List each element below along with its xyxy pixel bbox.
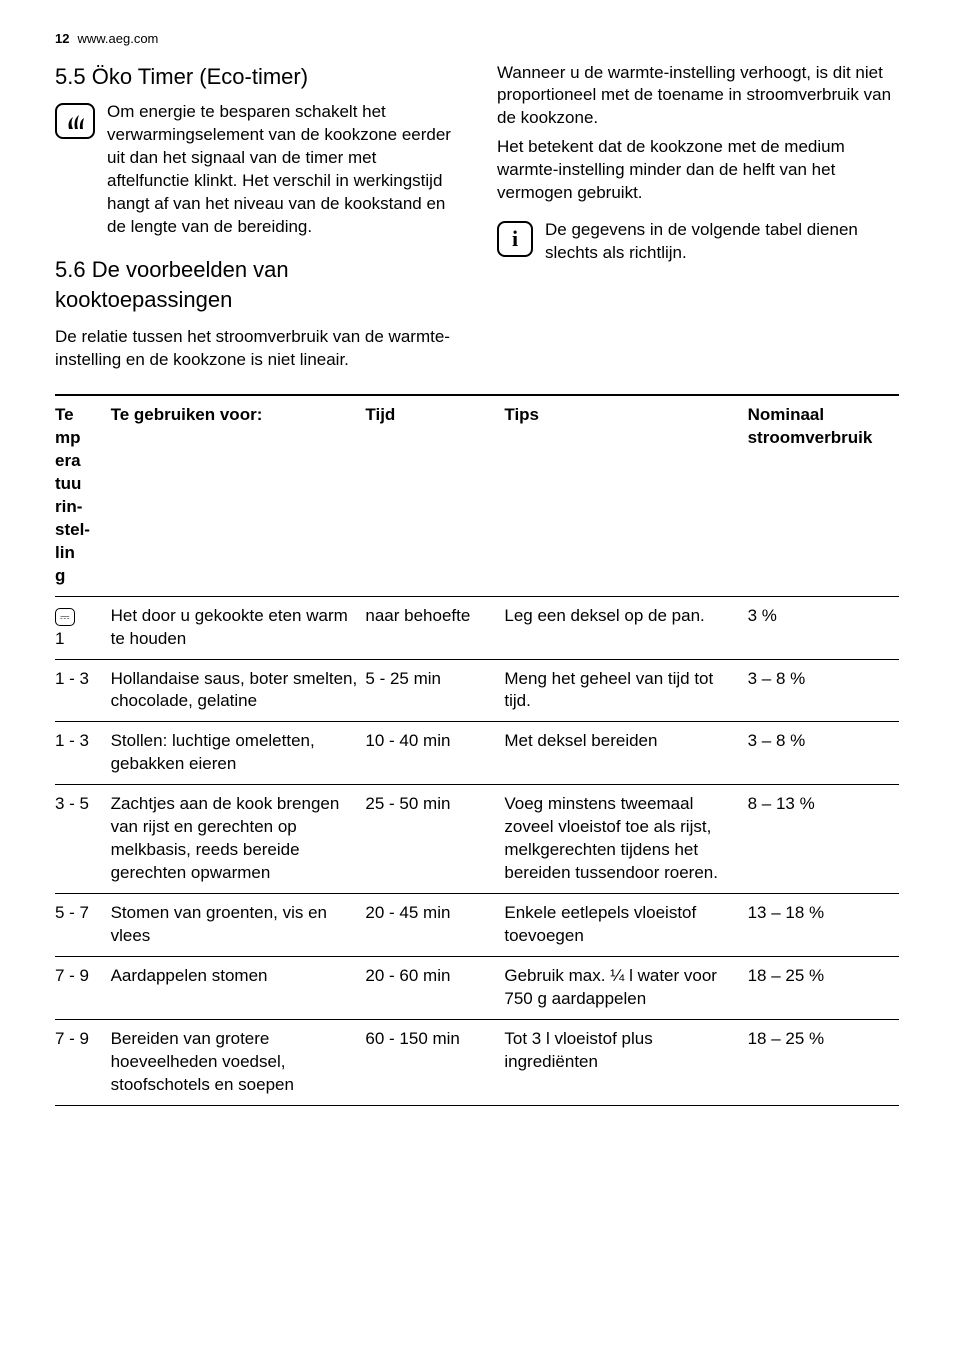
page-header: 12 www.aeg.com — [55, 30, 899, 48]
cell-temp: ⎓1 — [55, 596, 111, 659]
cell-time: 20 - 60 min — [365, 956, 504, 1019]
cell-temp: 1 - 3 — [55, 659, 111, 722]
cell-power: 3 % — [748, 596, 899, 659]
left-column: 5.5 Öko Timer (Eco-timer) Om energie te … — [55, 62, 457, 373]
temp-value: 1 - 3 — [55, 731, 89, 750]
cell-power: 13 – 18 % — [748, 894, 899, 957]
cell-temp: 7 - 9 — [55, 956, 111, 1019]
cell-power: 8 – 13 % — [748, 785, 899, 894]
cell-use: Het door u gekookte eten warm te houden — [111, 596, 366, 659]
cell-power: 18 – 25 % — [748, 1019, 899, 1105]
cell-tips: Tot 3 l vloeistof plus ingrediënten — [504, 1019, 747, 1105]
cell-temp: 7 - 9 — [55, 1019, 111, 1105]
table-row: 7 - 9 Aardappelen stomen20 - 60 minGebrui… — [55, 956, 899, 1019]
eco-icon — [55, 103, 95, 139]
col-header-power: Nominaal stroomverbruik — [748, 395, 899, 596]
cooking-applications-table: Te mp era tuu rin- stel- lin g Te gebrui… — [55, 394, 899, 1106]
section-5-6-body: De relatie tussen het stroomverbruik van… — [55, 326, 457, 372]
col-header-temp: Te mp era tuu rin- stel- lin g — [55, 395, 111, 596]
keep-warm-icon: ⎓ — [55, 608, 75, 626]
leaf-icon — [63, 111, 87, 131]
section-5-6-heading: 5.6 De voorbeelden van kooktoepassingen — [55, 255, 457, 314]
info-text: De gegevens in de volgende tabel dienen … — [545, 219, 899, 265]
section-5-5-heading: 5.5 Öko Timer (Eco-timer) — [55, 62, 457, 92]
table-row: ⎓1Het door u gekookte eten warm te houde… — [55, 596, 899, 659]
info-icon: i — [497, 221, 533, 257]
site-url: www.aeg.com — [77, 30, 158, 48]
temp-value: 1 - 3 — [55, 669, 89, 688]
cell-tips: Gebruik max. ¼ l water voor 750 g aardap… — [504, 956, 747, 1019]
cell-power: 3 – 8 % — [748, 722, 899, 785]
table-row: 1 - 3 Hollandaise saus, boter smelten, ch… — [55, 659, 899, 722]
cell-temp: 3 - 5 — [55, 785, 111, 894]
info-block: i De gegevens in de volgende tabel diene… — [497, 219, 899, 265]
eco-timer-text: Om energie te besparen schakelt het verw… — [107, 101, 457, 239]
cell-time: 60 - 150 min — [365, 1019, 504, 1105]
cell-power: 3 – 8 % — [748, 659, 899, 722]
right-column: Wanneer u de warmte-instelling verhoogt,… — [497, 62, 899, 373]
cooking-table: Te mp era tuu rin- stel- lin g Te gebrui… — [55, 394, 899, 1106]
cell-temp: 5 - 7 — [55, 894, 111, 957]
table-body: ⎓1Het door u gekookte eten warm te houde… — [55, 596, 899, 1105]
eco-timer-block: Om energie te besparen schakelt het verw… — [55, 101, 457, 239]
cell-time: 20 - 45 min — [365, 894, 504, 957]
cell-tips: Met deksel bereiden — [504, 722, 747, 785]
section-number: 5.5 — [55, 64, 86, 89]
temp-value: 7 - 9 — [55, 1029, 89, 1048]
cell-tips: Leg een deksel op de pan. — [504, 596, 747, 659]
info-glyph: i — [512, 224, 518, 254]
cell-use: Stollen: luchtige omeletten, gebakken ei… — [111, 722, 366, 785]
cell-use: Zachtjes aan de kook brengen van rijst e… — [111, 785, 366, 894]
table-header-row: Te mp era tuu rin- stel- lin g Te gebrui… — [55, 395, 899, 596]
cell-power: 18 – 25 % — [748, 956, 899, 1019]
cell-time: 25 - 50 min — [365, 785, 504, 894]
temp-value: 3 - 5 — [55, 794, 89, 813]
cell-time: 10 - 40 min — [365, 722, 504, 785]
cell-tips: Meng het geheel van tijd tot tijd. — [504, 659, 747, 722]
table-row: 7 - 9 Bereiden van grotere hoeveelheden v… — [55, 1019, 899, 1105]
table-row: 3 - 5 Zachtjes aan de kook brengen van ri… — [55, 785, 899, 894]
temp-value: 7 - 9 — [55, 966, 89, 985]
cell-time: naar behoefte — [365, 596, 504, 659]
cell-use: Aardappelen stomen — [111, 956, 366, 1019]
col-header-tips: Tips — [504, 395, 747, 596]
cell-time: 5 - 25 min — [365, 659, 504, 722]
cell-use: Bereiden van grotere hoeveelheden voedse… — [111, 1019, 366, 1105]
section-number: 5.6 — [55, 257, 86, 282]
col-header-use: Te gebruiken voor: — [111, 395, 366, 596]
section-title: De voorbeelden van kooktoepassingen — [55, 257, 289, 312]
table-row: 5 - 7 Stomen van groenten, vis en vlees20… — [55, 894, 899, 957]
temp-value: 5 - 7 — [55, 903, 89, 922]
temp-value: 1 — [55, 629, 64, 648]
cell-temp: 1 - 3 — [55, 722, 111, 785]
right-para-1: Wanneer u de warmte-instelling verhoogt,… — [497, 62, 899, 131]
cell-tips: Voeg minstens tweemaal zoveel vloeistof … — [504, 785, 747, 894]
cell-use: Stomen van groenten, vis en vlees — [111, 894, 366, 957]
page-number: 12 — [55, 30, 69, 48]
col-header-time: Tijd — [365, 395, 504, 596]
cell-tips: Enkele eetlepels vloeistof toevoegen — [504, 894, 747, 957]
cell-use: Hollandaise saus, boter smelten, chocola… — [111, 659, 366, 722]
section-title: Öko Timer (Eco-timer) — [92, 64, 308, 89]
right-para-2: Het betekent dat de kookzone met de medi… — [497, 136, 899, 205]
two-column-layout: 5.5 Öko Timer (Eco-timer) Om energie te … — [55, 62, 899, 373]
table-row: 1 - 3 Stollen: luchtige omeletten, gebakk… — [55, 722, 899, 785]
